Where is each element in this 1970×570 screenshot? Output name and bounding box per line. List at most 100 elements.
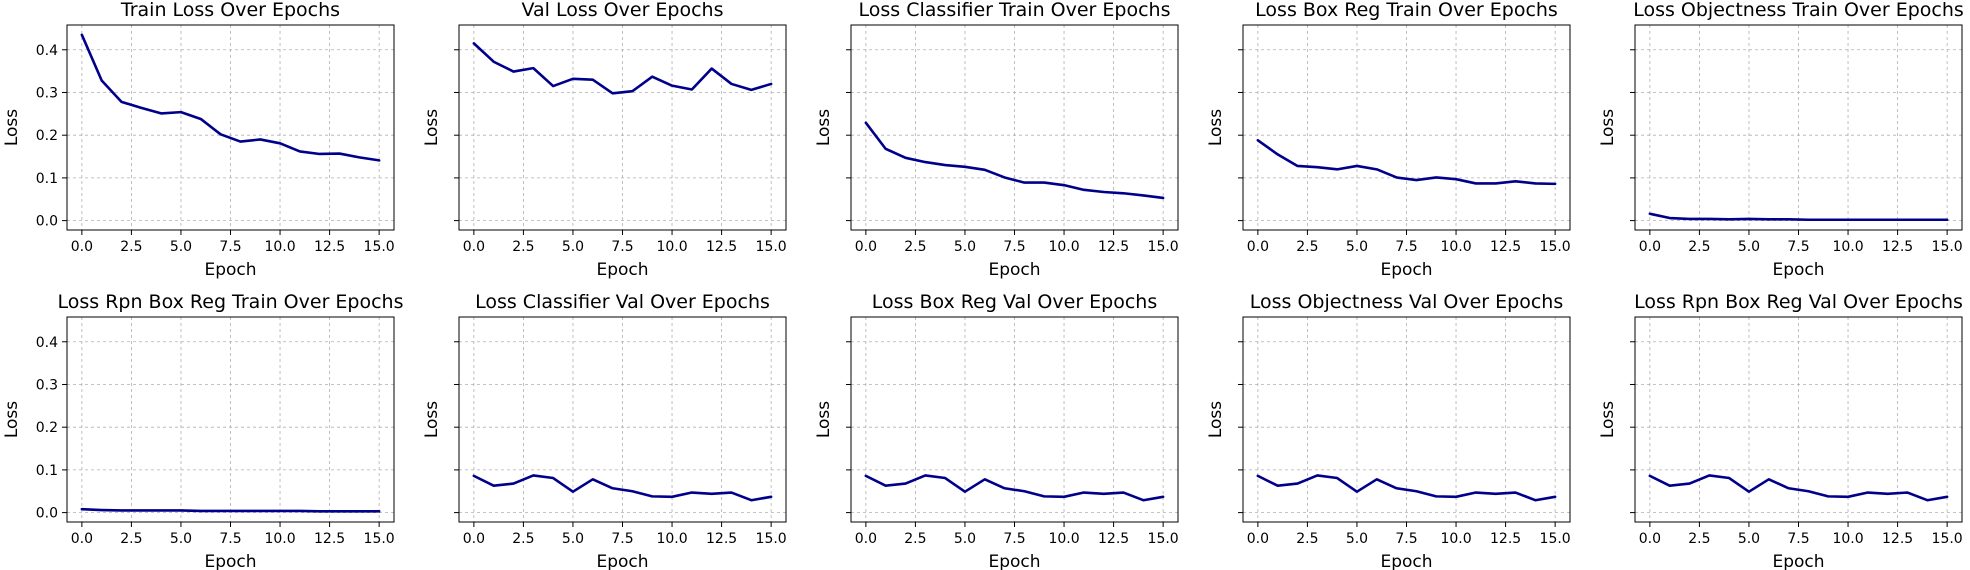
x-tick-label: 15.0 [1148,531,1179,547]
y-tick-label: 0.3 [36,85,58,101]
x-tick-label: 0.0 [71,239,93,255]
x-tick-label: 15.0 [1540,531,1571,547]
x-tick-label: 10.0 [656,239,687,255]
x-axis-label: Epoch [988,552,1040,570]
x-tick-label: 12.5 [1098,239,1129,255]
x-tick-label: 7.5 [1003,531,1025,547]
y-axis-label: Loss [2,109,22,146]
x-tick-label: 10.0 [656,531,687,547]
x-tick-label: 12.5 [1882,531,1913,547]
x-tick-label: 0.0 [1639,531,1661,547]
x-tick-label: 5.0 [1346,239,1368,255]
x-tick-label: 7.5 [1003,239,1025,255]
y-tick-label: 0.4 [36,335,58,351]
x-tick-label: 2.5 [1296,531,1318,547]
subplot-1: 0.0 2.5 5.0 7.5 10.0 12.5 15.0 0.0 0.1 0.2 0.3 0.4 T… [2,0,395,280]
x-tick-label: 5.0 [170,239,192,255]
subplot-title: Loss Box Reg Train Over Epochs [1255,0,1558,21]
y-axis-label: Loss [422,109,442,146]
x-axis-label: Epoch [1380,260,1432,280]
subplot-4: 0.0 2.5 5.0 7.5 10.0 12.5 15.0 Loss Box Reg Tra… [1206,0,1571,280]
x-tick-label: 5.0 [1738,531,1760,547]
subplot-title: Loss Classifier Train Over Epochs [859,0,1171,21]
x-axis-label: Epoch [204,552,256,570]
subplot-6: 0.0 2.5 5.0 7.5 10.0 12.5 15.0 0.0 0.1 0.2 0.3 0.4 L… [2,291,404,570]
loss-line [1648,212,1949,222]
x-tick-label: 10.0 [264,531,295,547]
subplot-10: 0.0 2.5 5.0 7.5 10.0 12.5 15.0 Loss Rpn Box Reg… [1598,291,1963,570]
x-tick-label: 0.0 [855,239,877,255]
x-tick-label: 7.5 [611,239,633,255]
x-tick-label: 5.0 [170,531,192,547]
x-tick-label: 12.5 [1490,239,1521,255]
subplot-title: Loss Objectness Train Over Epochs [1633,0,1964,21]
x-tick-label: 7.5 [1787,531,1809,547]
loss-line [1256,474,1557,502]
y-axis-label: Loss [422,401,442,438]
y-tick-label: 0.3 [36,377,58,393]
x-axis-label: Epoch [1772,260,1824,280]
x-tick-label: 15.0 [1932,531,1963,547]
subplot-title: Loss Classifier Val Over Epochs [475,291,770,313]
x-tick-label: 15.0 [1540,239,1571,255]
x-tick-label: 15.0 [1932,239,1963,255]
subplot-title: Loss Box Reg Val Over Epochs [872,291,1158,313]
x-tick-label: 10.0 [1048,239,1079,255]
x-tick-label: 15.0 [1148,239,1179,255]
subplot-3: 0.0 2.5 5.0 7.5 10.0 12.5 15.0 Loss Classifier … [814,0,1179,280]
x-tick-label: 10.0 [264,239,295,255]
x-tick-label: 2.5 [904,239,926,255]
y-axis-label: Loss [814,109,834,146]
x-tick-label: 10.0 [1440,531,1471,547]
subplot-9: 0.0 2.5 5.0 7.5 10.0 12.5 15.0 Loss Objectness … [1206,291,1571,570]
y-axis-label: Loss [1206,109,1226,146]
x-tick-label: 0.0 [1247,239,1269,255]
x-tick-label: 2.5 [512,531,534,547]
x-tick-label: 10.0 [1832,239,1863,255]
x-tick-label: 7.5 [219,531,241,547]
x-tick-label: 12.5 [314,531,345,547]
x-tick-label: 0.0 [855,531,877,547]
x-tick-label: 12.5 [1098,531,1129,547]
y-tick-label: 0.0 [36,506,58,522]
x-tick-label: 2.5 [1688,239,1710,255]
x-tick-label: 0.0 [463,239,485,255]
x-tick-label: 5.0 [1346,531,1368,547]
x-axis-label: Epoch [204,260,256,280]
y-tick-label: 0.2 [36,128,58,144]
y-tick-label: 0.2 [36,420,58,436]
x-tick-label: 7.5 [611,531,633,547]
x-axis-label: Epoch [1772,552,1824,570]
subplot-7: 0.0 2.5 5.0 7.5 10.0 12.5 15.0 Loss Classifier … [422,291,787,570]
x-tick-label: 10.0 [1440,239,1471,255]
subplot-title: Val Loss Over Epochs [521,0,723,21]
x-tick-label: 5.0 [954,531,976,547]
y-axis-label: Loss [1598,401,1618,438]
subplot-title: Loss Objectness Val Over Epochs [1250,291,1563,313]
x-tick-label: 10.0 [1048,531,1079,547]
x-tick-label: 5.0 [1738,239,1760,255]
subplot-8: 0.0 2.5 5.0 7.5 10.0 12.5 15.0 Loss Box Reg Val… [814,291,1179,570]
x-axis-label: Epoch [596,260,648,280]
subplot-title: Train Loss Over Epochs [120,0,340,21]
y-tick-label: 0.0 [36,214,58,230]
x-tick-label: 12.5 [706,531,737,547]
loss-line [80,507,381,513]
x-tick-label: 2.5 [512,239,534,255]
loss-line [864,121,1165,200]
y-tick-label: 0.1 [36,171,58,187]
x-tick-label: 15.0 [364,531,395,547]
x-tick-label: 0.0 [1247,531,1269,547]
subplot-2: 0.0 2.5 5.0 7.5 10.0 12.5 15.0 Val Loss Over Ep… [422,0,787,280]
y-axis-label: Loss [1598,109,1618,146]
loss-line [864,474,1165,502]
y-axis-label: Loss [1206,401,1226,438]
y-tick-label: 0.4 [36,43,58,59]
subplot-title: Loss Rpn Box Reg Train Over Epochs [58,291,404,313]
x-tick-label: 2.5 [904,531,926,547]
x-tick-label: 10.0 [1832,531,1863,547]
x-tick-label: 2.5 [120,531,142,547]
x-tick-label: 2.5 [120,239,142,255]
loss-line [80,33,381,162]
x-tick-label: 12.5 [314,239,345,255]
